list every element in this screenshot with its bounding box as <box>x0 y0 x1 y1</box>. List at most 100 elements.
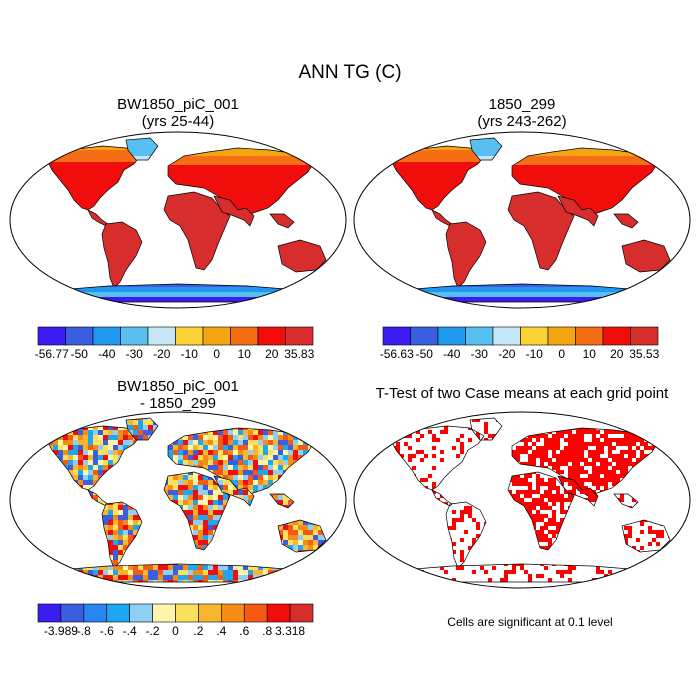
anomaly-cell <box>78 475 83 480</box>
anomaly-cell <box>23 415 28 420</box>
anomaly-cell <box>123 410 128 415</box>
anomaly-cell <box>68 440 73 445</box>
anomaly-cell <box>78 460 83 465</box>
anomaly-cell <box>63 500 68 505</box>
anomaly-cell <box>78 585 83 590</box>
landmass-band <box>352 147 692 158</box>
anomaly-cell <box>98 550 103 555</box>
anomaly-cell <box>123 430 128 435</box>
anomaly-cell <box>28 580 33 585</box>
anomaly-cell <box>33 455 38 460</box>
anomaly-cell <box>33 525 38 530</box>
anomaly-cell <box>93 440 98 445</box>
anomaly-cell <box>18 545 23 550</box>
anomaly-cell <box>88 555 93 560</box>
anomaly-cell <box>68 510 73 515</box>
anomaly-cell <box>98 450 103 455</box>
anomaly-cell <box>148 535 153 540</box>
anomaly-cell <box>158 525 163 530</box>
anomaly-cell <box>23 570 28 575</box>
anomaly-cell <box>63 575 68 580</box>
anomaly-cell <box>148 470 153 475</box>
anomaly-cell <box>63 510 68 515</box>
anomaly-cell <box>78 495 83 500</box>
anomaly-cell <box>23 490 28 495</box>
anomaly-cell <box>118 475 123 480</box>
anomaly-cell <box>48 455 53 460</box>
anomaly-cell <box>78 415 83 420</box>
anomaly-cell <box>73 540 78 545</box>
anomaly-cell <box>48 460 53 465</box>
anomaly-cell <box>163 460 168 465</box>
anomaly-cell <box>158 490 163 495</box>
anomaly-cell <box>113 480 118 485</box>
anomaly-cell <box>33 470 38 475</box>
anomaly-cell <box>63 420 68 425</box>
anomaly-cell <box>143 490 148 495</box>
anomaly-cell <box>48 410 53 415</box>
anomaly-cell <box>173 540 178 545</box>
anomaly-cell <box>73 440 78 445</box>
anomaly-cell <box>48 425 53 430</box>
anomaly-cell <box>88 460 93 465</box>
anomaly-cell <box>128 550 133 555</box>
anomaly-cell <box>173 415 178 420</box>
anomaly-cell <box>38 425 43 430</box>
anomaly-cell <box>58 540 63 545</box>
anomaly-cell <box>148 445 153 450</box>
anomaly-cell <box>28 525 33 530</box>
anomaly-cell <box>78 535 83 540</box>
anomaly-cell <box>113 475 118 480</box>
anomaly-cell <box>68 570 73 575</box>
anomaly-cell <box>18 460 23 465</box>
anomaly-cell <box>68 465 73 470</box>
anomaly-cell <box>78 575 83 580</box>
anomaly-cell <box>33 410 38 415</box>
anomaly-cell <box>48 465 53 470</box>
anomaly-cell <box>168 505 173 510</box>
anomaly-cell <box>158 515 163 520</box>
anomaly-cell <box>98 455 103 460</box>
anomaly-cell <box>33 430 38 435</box>
anomaly-cell <box>48 500 53 505</box>
anomaly-cell <box>148 460 153 465</box>
anomaly-cell <box>63 445 68 450</box>
anomaly-cell <box>68 490 73 495</box>
anomaly-cell <box>138 500 143 505</box>
anomaly-cell <box>63 545 68 550</box>
anomaly-cell <box>68 515 73 520</box>
anomaly-cell <box>43 515 48 520</box>
anomaly-cell <box>133 445 138 450</box>
anomaly-cell <box>93 430 98 435</box>
anomaly-cell <box>78 490 83 495</box>
anomaly-cell <box>63 425 68 430</box>
anomaly-cell <box>143 480 148 485</box>
anomaly-cell <box>73 550 78 555</box>
anomaly-cell <box>138 480 143 485</box>
anomaly-cell <box>93 580 98 585</box>
anomaly-cell <box>53 530 58 535</box>
anomaly-cell <box>68 535 73 540</box>
anomaly-cell <box>143 545 148 550</box>
anomaly-cell <box>38 420 43 425</box>
anomaly-cell <box>83 560 88 565</box>
anomaly-cell <box>53 445 58 450</box>
anomaly-cell <box>38 475 43 480</box>
anomaly-cell <box>88 470 93 475</box>
anomaly-cell <box>178 550 183 555</box>
anomaly-cell <box>48 430 53 435</box>
anomaly-cell <box>93 460 98 465</box>
anomaly-cell <box>43 520 48 525</box>
anomaly-cell <box>78 545 83 550</box>
anomaly-cell <box>123 490 128 495</box>
anomaly-cell <box>13 435 18 440</box>
anomaly-cell <box>48 530 53 535</box>
anomaly-cell <box>33 505 38 510</box>
anomaly-cell <box>88 550 93 555</box>
anomaly-cell <box>58 455 63 460</box>
anomaly-cell <box>18 430 23 435</box>
anomaly-cell <box>33 565 38 570</box>
anomaly-cell <box>58 480 63 485</box>
anomaly-cell <box>98 440 103 445</box>
panel4-title: T-Test of two Case means at each grid po… <box>352 385 692 402</box>
